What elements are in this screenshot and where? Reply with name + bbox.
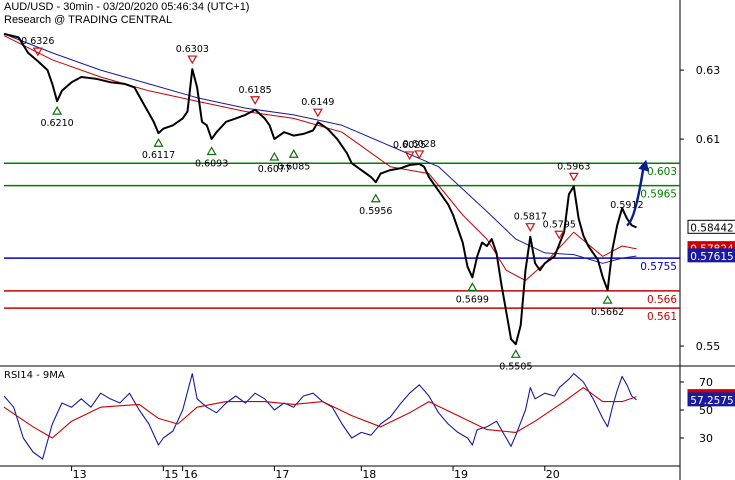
- pivot-label: 0.6117: [142, 150, 175, 161]
- horizontal-levels: 0.603 0.5965 0.5755 0.566 0.561: [4, 162, 680, 323]
- price-tick-label: 0.63: [696, 64, 721, 77]
- triangle-up-icon: [269, 151, 280, 161]
- rsi-title: RSI14 - 9MA: [4, 370, 65, 381]
- triangle-down-icon: [554, 230, 565, 240]
- pivot-label: 0.6210: [40, 118, 73, 129]
- price-tag-box: [687, 392, 735, 407]
- level-label: 0.603: [647, 166, 677, 178]
- level-label: 0.561: [647, 311, 677, 323]
- pivot-label: 0.6093: [195, 159, 228, 170]
- price-tag-box: [687, 219, 735, 234]
- price-tag-box: [687, 248, 735, 263]
- triangle-down-icon: [187, 55, 198, 65]
- triangle-up-icon: [153, 138, 164, 147]
- triangle-down-icon: [568, 172, 579, 182]
- arrow-head-icon: [638, 159, 650, 172]
- price-path: [3, 32, 637, 346]
- triangle-up-icon: [206, 146, 217, 156]
- triangle-down-icon: [312, 108, 323, 118]
- level-label: 0.5965: [640, 189, 677, 201]
- rsi-path: [3, 373, 637, 460]
- ma-slow-line: [3, 33, 637, 264]
- annotation-label: 0.5912: [610, 200, 643, 211]
- rsi-tick-label: 30: [699, 432, 713, 445]
- rsi_ma-path: [3, 387, 637, 439]
- pivot-label: 0.6028: [403, 139, 436, 150]
- pivot-label: 0.5963: [557, 161, 590, 172]
- price-tag-label: 0.58442: [690, 222, 733, 234]
- pivot-label: 0.6185: [238, 85, 271, 96]
- pivot-label: 0.6326: [21, 36, 54, 47]
- x-tick-label: 15: [164, 468, 178, 480]
- triangle-up-icon: [467, 282, 478, 291]
- triangle-up-icon: [288, 149, 299, 158]
- pivot-label: 0.5956: [359, 206, 392, 217]
- rsi-tick-label: 50: [699, 404, 713, 417]
- ma-slow-path: [3, 33, 637, 264]
- triangle-up-icon: [602, 294, 613, 304]
- level-label: 0.5755: [640, 261, 677, 273]
- pivot-label: 0.6025: [393, 140, 426, 151]
- forecast-arrow: [626, 159, 650, 227]
- rsi-panel: RSI14 - 9MA 70 50 30: [3, 370, 713, 460]
- chart-source: Research @ TRADING CENTRAL: [4, 14, 173, 26]
- ma-fast-line: [3, 35, 637, 281]
- pivot-label: 0.6085: [277, 161, 310, 172]
- forecast-arrow-shaft: [626, 168, 645, 227]
- pivot-label: 0.5699: [456, 294, 489, 305]
- pivot-label: 0.5505: [499, 361, 532, 372]
- triangle-down-icon: [250, 96, 261, 105]
- price-series: [3, 32, 637, 346]
- price-tick-label: 0.61: [696, 133, 721, 146]
- x-tick-label: 16: [184, 468, 198, 480]
- pivot-label: 0.6303: [176, 44, 209, 55]
- pivot-label: 0.5795: [543, 219, 576, 230]
- triangle-up-icon: [52, 105, 63, 115]
- x-tick-label: 19: [454, 468, 468, 480]
- pivot-label: 0.5662: [591, 307, 624, 318]
- triangle-down-icon: [404, 151, 415, 161]
- pivot-label: 0.6077: [258, 164, 291, 175]
- x-tick-label: 18: [362, 468, 376, 480]
- x-tick-label: 13: [73, 468, 87, 480]
- chart-title: AUD/USD - 30min - 03/20/2020 05:46:34 (U…: [4, 1, 250, 13]
- triangle-down-icon: [525, 223, 536, 232]
- x-axis: 13 15 16 17 18 19 20: [71, 466, 560, 480]
- pivot-markers: 0.6326 0.6210 0.6117 0.6303 0.6093 0.6185 0.60…: [21, 36, 643, 372]
- price-tag-label: 0.57615: [690, 251, 733, 263]
- ma-fast-path: [3, 35, 637, 281]
- price-tick-label: 0.55: [696, 340, 721, 353]
- triangle-down-icon: [32, 47, 43, 57]
- triangle-up-icon: [510, 349, 521, 358]
- level-label: 0.566: [647, 294, 677, 306]
- triangle-down-icon: [414, 150, 425, 160]
- rsi-tick-label: 70: [699, 376, 713, 389]
- triangle-up-icon: [370, 193, 381, 203]
- pivot-label: 0.5817: [514, 212, 547, 223]
- x-tick-label: 17: [275, 468, 289, 480]
- pivot-label: 0.6149: [301, 97, 334, 108]
- price-tag-label: 57.2575: [690, 395, 733, 407]
- x-tick-label: 20: [546, 468, 560, 480]
